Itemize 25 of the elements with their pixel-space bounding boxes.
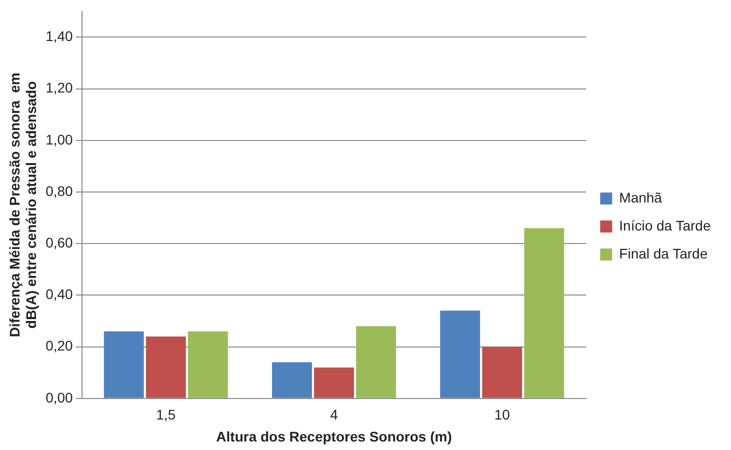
y-tick-label: 1,00 [46,131,74,148]
bar [188,331,228,398]
bar [356,326,396,398]
legend-label: Final da Tarde [619,245,708,262]
x-tick-label: 10 [494,406,510,423]
bar [524,228,564,398]
bar [272,362,312,398]
y-tick-label: 1,40 [46,28,74,44]
y-tick-label: 0,60 [46,234,74,250]
y-axis-title: Diferença Méida de Pressão sonora em dB(A) entre cenário atual e adensado [6,72,40,338]
y-tick-label: 0,40 [46,286,74,302]
x-tick-label: 4 [330,406,338,423]
y-tick-label: 0,80 [46,182,74,199]
bar [440,310,480,398]
bar [482,346,522,398]
legend-label: Início da Tarde [619,217,711,234]
y-tick-label: 1,20 [46,80,74,96]
legend-label: Manhã [619,189,662,206]
bar [104,331,144,398]
bar [146,336,186,398]
y-tick-label: 0,20 [46,338,74,354]
y-tick-label: 0,00 [46,389,74,406]
x-axis-title: Altura dos Receptores Sonoros (m) [216,428,452,444]
x-tick-label: 1,5 [156,406,176,423]
bar [314,367,354,398]
